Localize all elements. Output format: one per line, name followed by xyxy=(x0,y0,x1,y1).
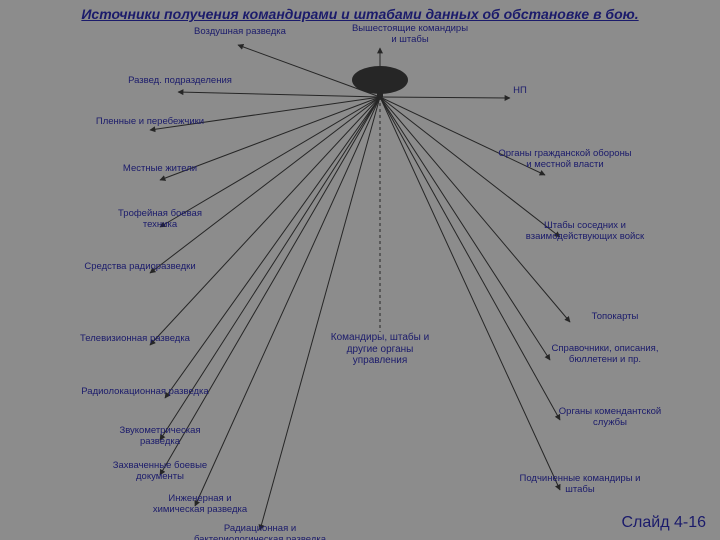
label-shtaby-sosed: Штабы соседних ивзаимодействующих войск xyxy=(460,221,710,243)
diagram-stage: Источники получения командирами и штабам… xyxy=(0,0,720,540)
label-radiolok: Радиолокационная разведка xyxy=(30,387,260,398)
label-radiats: Радиационная ибактериологическая разведк… xyxy=(130,524,390,540)
label-zvuko: Звукометрическаяразведка xyxy=(70,426,250,448)
label-topokarty: Топокарты xyxy=(540,312,690,323)
label-np: НП xyxy=(490,86,550,97)
label-spravoch: Справочники, описания,бюллетени и пр. xyxy=(495,344,715,366)
label-komend: Органы комендантскойслужбы xyxy=(500,407,720,429)
center-label: Командиры, штабы идругие органыуправлени… xyxy=(290,332,470,367)
label-trofey: Трофейная боеваятехника xyxy=(70,209,250,231)
label-grazhd: Органы гражданской обороныи местной влас… xyxy=(430,149,700,171)
label-razved-podr: Развед. подразделения xyxy=(80,76,280,87)
label-plennye: Пленные и перебежчики xyxy=(40,117,260,128)
label-sredstva: Средства радиоразведки xyxy=(30,262,250,273)
slide-title: Источники получения командирами и штабам… xyxy=(0,6,720,22)
label-zahvach: Захваченные боевыедокументы xyxy=(70,461,250,483)
mai-logo: МАИ xyxy=(6,490,54,534)
label-inzhener: Инженерная ихимическая разведка xyxy=(100,494,300,516)
label-podchin: Подчиненные командиры иштабы xyxy=(460,474,700,496)
slide-number: Слайд 4-16 xyxy=(621,514,706,532)
label-televiz: Телевизионная разведка xyxy=(30,334,240,345)
label-vyshe: Вышестоящие командирыи штабы xyxy=(300,24,520,46)
label-mestnye: Местные жители xyxy=(70,164,250,175)
